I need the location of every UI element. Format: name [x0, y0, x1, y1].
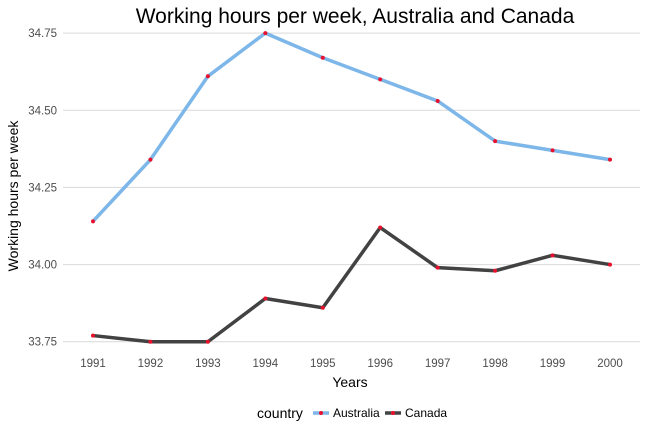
data-point [550, 148, 555, 153]
data-point [378, 225, 383, 230]
y-tick-label: 34.50 [28, 105, 57, 117]
data-point [378, 77, 383, 82]
data-point [435, 265, 440, 270]
x-tick-label: 1994 [253, 358, 279, 370]
x-tick-label: 1997 [425, 358, 451, 370]
data-point [205, 74, 210, 79]
y-tick-label: 34.00 [28, 260, 57, 272]
x-axis-ticks: 1991 1992 1993 1994 1995 1996 1997 1998 1999 2000 [80, 358, 623, 370]
data-point [435, 98, 440, 103]
x-tick-label: 1991 [80, 358, 106, 370]
legend-key-point [391, 411, 395, 415]
data-point [263, 31, 268, 36]
legend-title: country [257, 405, 303, 421]
data-point [493, 268, 498, 273]
x-tick-label: 2000 [597, 358, 623, 370]
x-axis-title: Years [332, 374, 367, 390]
data-point [205, 339, 210, 344]
data-point [148, 157, 153, 162]
data-point [608, 157, 612, 162]
x-tick-label: 1995 [310, 358, 336, 370]
data-point [263, 296, 268, 301]
y-tick-label: 34.25 [28, 182, 57, 194]
data-point [550, 253, 555, 258]
legend: country Australia Canada [257, 405, 447, 421]
series-line-australia [91, 31, 612, 224]
data-point [91, 333, 95, 338]
y-axis-ticks: 33.75 34.00 34.25 34.50 34.75 [28, 28, 57, 349]
x-tick-label: 1993 [195, 358, 221, 370]
legend-key-point [319, 411, 323, 415]
data-point [493, 139, 498, 144]
legend-label-australia: Australia [333, 406, 380, 420]
series-lines [91, 31, 612, 344]
x-tick-label: 1992 [138, 358, 164, 370]
gridlines [63, 32, 640, 343]
data-point [91, 219, 95, 224]
data-point [320, 55, 325, 60]
y-tick-label: 33.75 [28, 337, 57, 349]
series-line-canada [91, 225, 612, 344]
data-point [608, 262, 612, 267]
x-tick-label: 1999 [540, 358, 566, 370]
x-tick-label: 1996 [367, 358, 393, 370]
y-axis-title: Working hours per week [5, 120, 21, 272]
x-tick-label: 1998 [482, 358, 508, 370]
data-points [91, 31, 612, 344]
legend-label-canada: Canada [405, 406, 447, 420]
chart-title: Working hours per week, Australia and Ca… [136, 5, 575, 28]
y-tick-label: 34.75 [28, 28, 57, 40]
data-point [320, 305, 325, 310]
data-point [148, 339, 153, 344]
